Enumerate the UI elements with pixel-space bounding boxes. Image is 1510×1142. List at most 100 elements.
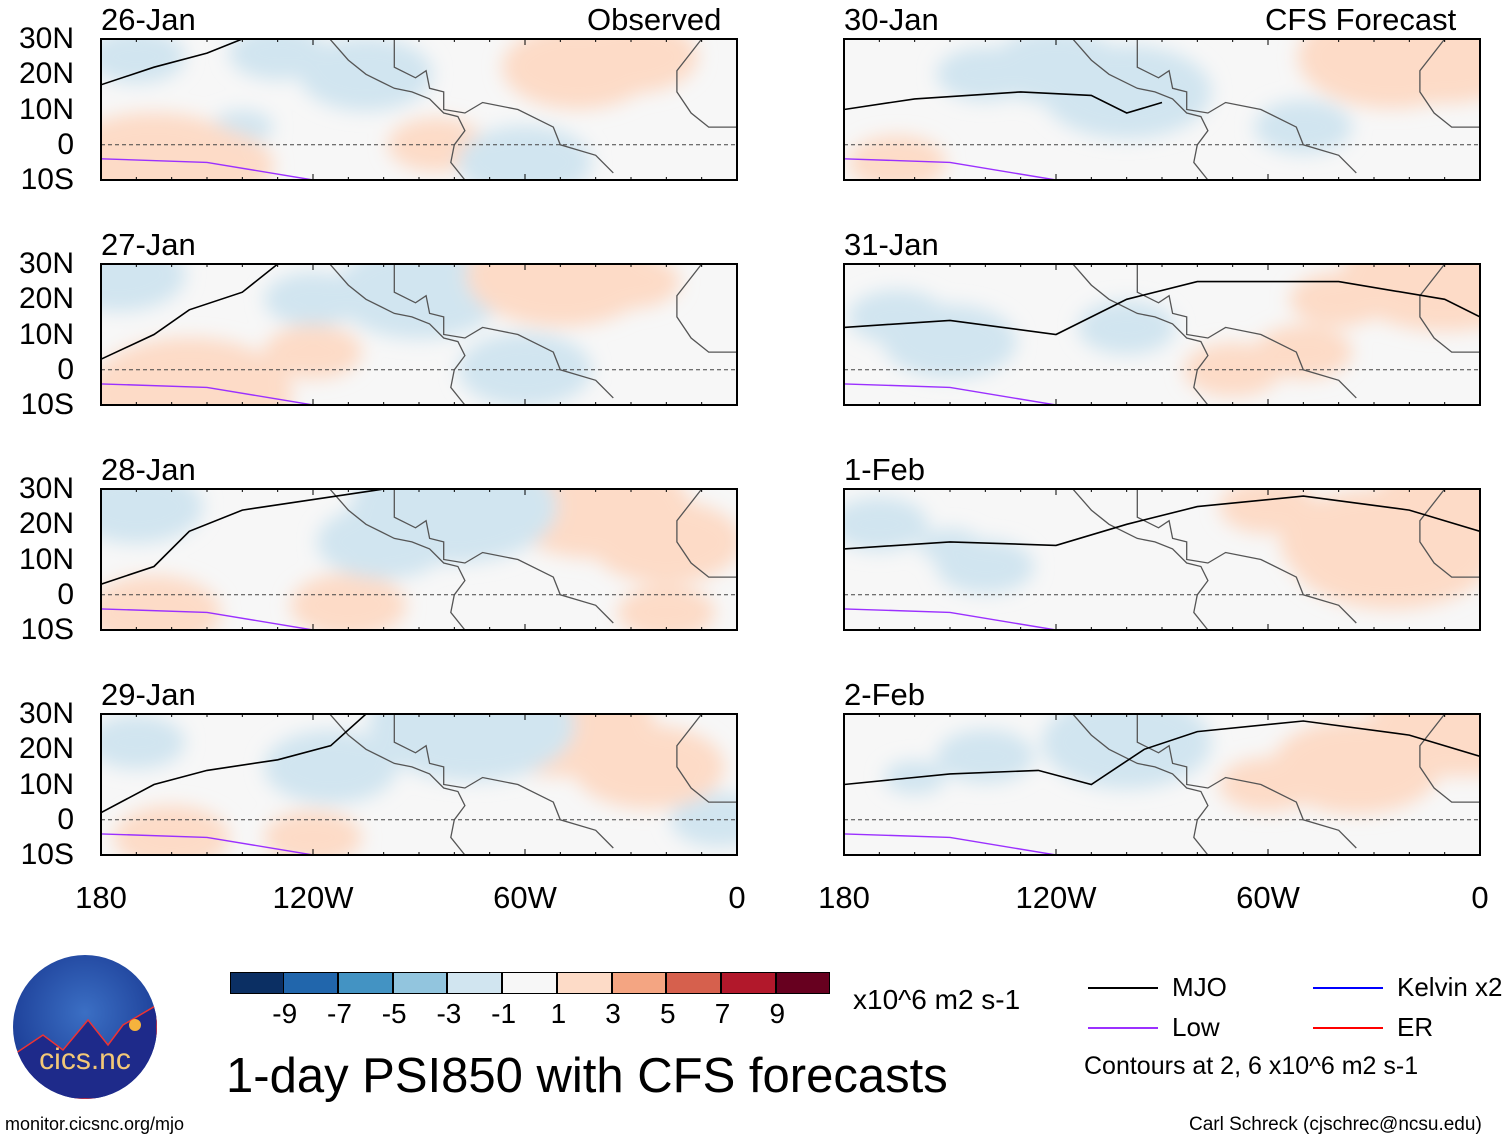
anomaly-blob (101, 39, 186, 84)
anomaly-blob (101, 337, 293, 405)
anomaly-blob (290, 573, 407, 630)
anomaly-blob (502, 39, 654, 110)
lat-tick-label: 10S (20, 613, 74, 646)
colorbar-label: 1 (550, 998, 567, 1029)
low-contour (844, 608, 1057, 630)
coastline (1419, 264, 1480, 353)
legend-label: ER (1397, 1012, 1434, 1042)
colorbar-swatch (721, 972, 776, 994)
lat-tick-label: 10N (18, 542, 74, 576)
lon-tick-label: 60W (493, 880, 557, 915)
anomaly-blob (1288, 495, 1480, 610)
cics-logo: cics.nc (13, 955, 157, 1099)
lat-tick-label: 10S (20, 388, 74, 421)
coastline (676, 489, 737, 578)
coastline (1136, 489, 1357, 624)
author-credit: Carl Schreck (cjschrec@ncsu.edu) (1189, 1114, 1482, 1135)
colorbar-swatch (447, 972, 503, 994)
lat-tick-label: 10S (20, 838, 74, 871)
anomaly-blob (844, 497, 929, 552)
panel-date: 29-Jan (101, 677, 196, 712)
map-panel-1-Feb (843, 488, 1481, 631)
panel-date: 30-Jan (844, 2, 939, 37)
lat-tick-label: 30N (18, 247, 74, 280)
anomaly-blob (1077, 300, 1176, 355)
anomaly-blob (264, 325, 362, 380)
anomaly-blob (369, 714, 575, 782)
legend-line-low (1088, 1027, 1158, 1029)
lat-tick-label: 10N (18, 92, 74, 126)
colorbar-label: 7 (714, 998, 731, 1029)
anomaly-blob (101, 489, 204, 544)
anomaly-blob (1341, 264, 1480, 332)
colorbar-label: -3 (436, 998, 462, 1029)
colorbar-label: 3 (605, 998, 621, 1029)
legend-label: Low (1172, 1012, 1220, 1042)
map-panel-29-Jan (100, 713, 738, 856)
map-panel-30-Jan (843, 38, 1481, 181)
map-panel-2-Feb (843, 713, 1481, 856)
anomaly-blob (617, 585, 716, 630)
anomaly-blob (936, 729, 1035, 784)
mjo-contour (101, 489, 384, 585)
lon-tick-label: 60W (1236, 880, 1300, 915)
anomaly-blob (466, 264, 655, 327)
anomaly-blob (101, 264, 186, 312)
panel-date: 27-Jan (101, 227, 196, 262)
anomaly-blob (264, 810, 362, 855)
anomaly-blob (1297, 39, 1480, 109)
low-contour (844, 833, 1057, 855)
anomaly-blob (1254, 100, 1353, 155)
low-contour (101, 608, 314, 630)
panel-date: 28-Jan (101, 452, 196, 487)
lat-tick-label: 10S (20, 163, 74, 196)
legend-line-er (1313, 1027, 1383, 1029)
colorbar-swatch (392, 972, 448, 994)
lat-tick-label: 30N (18, 472, 74, 505)
lon-tick-label: 0 (1471, 880, 1489, 915)
coastline (393, 39, 614, 174)
anomaly-blob (1368, 714, 1480, 777)
colorbar-label: -1 (491, 998, 517, 1029)
forecast-label: CFS Forecast (1265, 2, 1457, 37)
source-url[interactable]: monitor.cicsnc.org/mjo (5, 1114, 185, 1134)
panel-date: 26-Jan (101, 2, 196, 37)
map-panel-27-Jan (100, 263, 738, 406)
anomaly-blob (883, 304, 1017, 379)
mjo-contour (844, 91, 1163, 114)
coastline (393, 489, 614, 624)
lat-tick-label: 30N (18, 22, 74, 55)
figure-title: 1-day PSI850 with CFS forecasts (226, 1049, 948, 1103)
lon-tick-label: 120W (1015, 880, 1097, 915)
mjo-contour (844, 720, 1480, 786)
legend-label: Kelvin x2 (1397, 972, 1503, 1002)
anomaly-blob (101, 715, 186, 770)
lat-tick-label: 10N (18, 317, 74, 351)
lat-tick-label: 0 (57, 802, 74, 836)
legend-line-kelvin (1313, 987, 1383, 989)
logo-text: cics.nc (39, 1043, 131, 1076)
anomaly-blob (101, 112, 257, 180)
observed-label: Observed (587, 2, 722, 37)
anomaly-blob (334, 264, 504, 340)
low-contour (101, 383, 314, 405)
lat-tick-label: 20N (18, 57, 74, 91)
coastline (1136, 39, 1357, 174)
contour-note: Contours at 2, 6 x10^6 m2 s-1 (1084, 1052, 1419, 1080)
anomaly-blob (351, 489, 558, 564)
anomaly-blob (1041, 714, 1212, 790)
coastline (676, 264, 737, 353)
anomaly-blob (458, 332, 592, 405)
colorbar-swatch (337, 972, 393, 994)
legend-label: MJO (1172, 972, 1227, 1002)
anomaly-blob (101, 575, 221, 630)
colorbar-units: x10^6 m2 s-1 (853, 984, 1021, 1015)
mjo-contour (101, 714, 367, 814)
lat-tick-label: 0 (57, 127, 74, 161)
colorbar-label: -9 (272, 998, 298, 1029)
lat-tick-label: 30N (18, 697, 74, 730)
colorbar-swatch (775, 972, 831, 994)
low-contour (844, 383, 1057, 405)
lat-tick-label: 0 (57, 352, 74, 386)
low-contour (844, 158, 1057, 180)
